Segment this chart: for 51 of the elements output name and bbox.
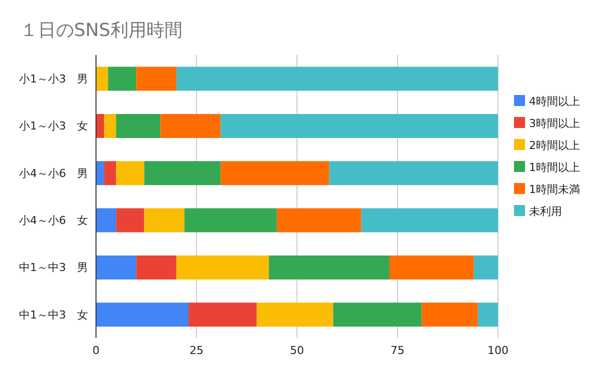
x-tick-label: 50 xyxy=(290,344,304,357)
bar xyxy=(116,161,144,186)
bar xyxy=(144,208,184,232)
bar xyxy=(276,208,362,232)
bar xyxy=(333,302,422,327)
bar xyxy=(176,255,269,280)
bar xyxy=(268,255,390,280)
bar xyxy=(96,208,116,232)
y-tick-label: 小1～小3 男 xyxy=(19,72,88,86)
y-tick-label: 小1～小3 女 xyxy=(19,120,88,133)
y-tick-label: 小4～小6 男 xyxy=(19,166,88,180)
bar xyxy=(220,114,498,138)
bar xyxy=(96,302,188,327)
legend-label: 4時間以上 xyxy=(529,95,580,108)
bar xyxy=(474,255,498,280)
bar xyxy=(116,114,160,138)
y-tick-label: 中1～中3 女 xyxy=(19,308,88,322)
bar xyxy=(104,114,116,138)
y-tick-label: 中1～中3 男 xyxy=(19,261,88,274)
bar xyxy=(329,161,498,186)
bar xyxy=(422,302,478,327)
bar xyxy=(96,255,136,280)
bar xyxy=(108,66,136,91)
legend-label: 3時間以上 xyxy=(529,117,580,130)
bar xyxy=(184,208,277,232)
bar xyxy=(104,161,116,186)
y-tick-label: 小4～小6 女 xyxy=(19,214,88,227)
bar xyxy=(176,66,498,91)
bar xyxy=(136,66,176,91)
bar xyxy=(96,114,104,138)
bar xyxy=(389,255,474,280)
bar xyxy=(160,114,221,138)
bar xyxy=(96,161,104,186)
legend-label: 未利用 xyxy=(529,205,562,218)
bar xyxy=(478,302,498,327)
bar xyxy=(144,161,221,186)
x-tick-label: 100 xyxy=(488,344,508,357)
chart-title: １日のSNS利用時間 xyxy=(20,19,182,42)
x-tick-label: 75 xyxy=(390,344,404,357)
legend-label: 2時間以上 xyxy=(529,139,580,152)
bar xyxy=(256,302,334,327)
x-tick-label: 25 xyxy=(190,344,204,357)
x-tick-label: 0 xyxy=(92,344,100,357)
bar xyxy=(361,208,498,232)
bar xyxy=(96,66,108,91)
legend-label: 1時間未満 xyxy=(529,183,580,196)
bar xyxy=(116,208,144,232)
legend-label: 1時間以上 xyxy=(529,161,580,174)
bar xyxy=(188,302,257,327)
bar xyxy=(136,255,176,280)
bar xyxy=(220,161,330,186)
